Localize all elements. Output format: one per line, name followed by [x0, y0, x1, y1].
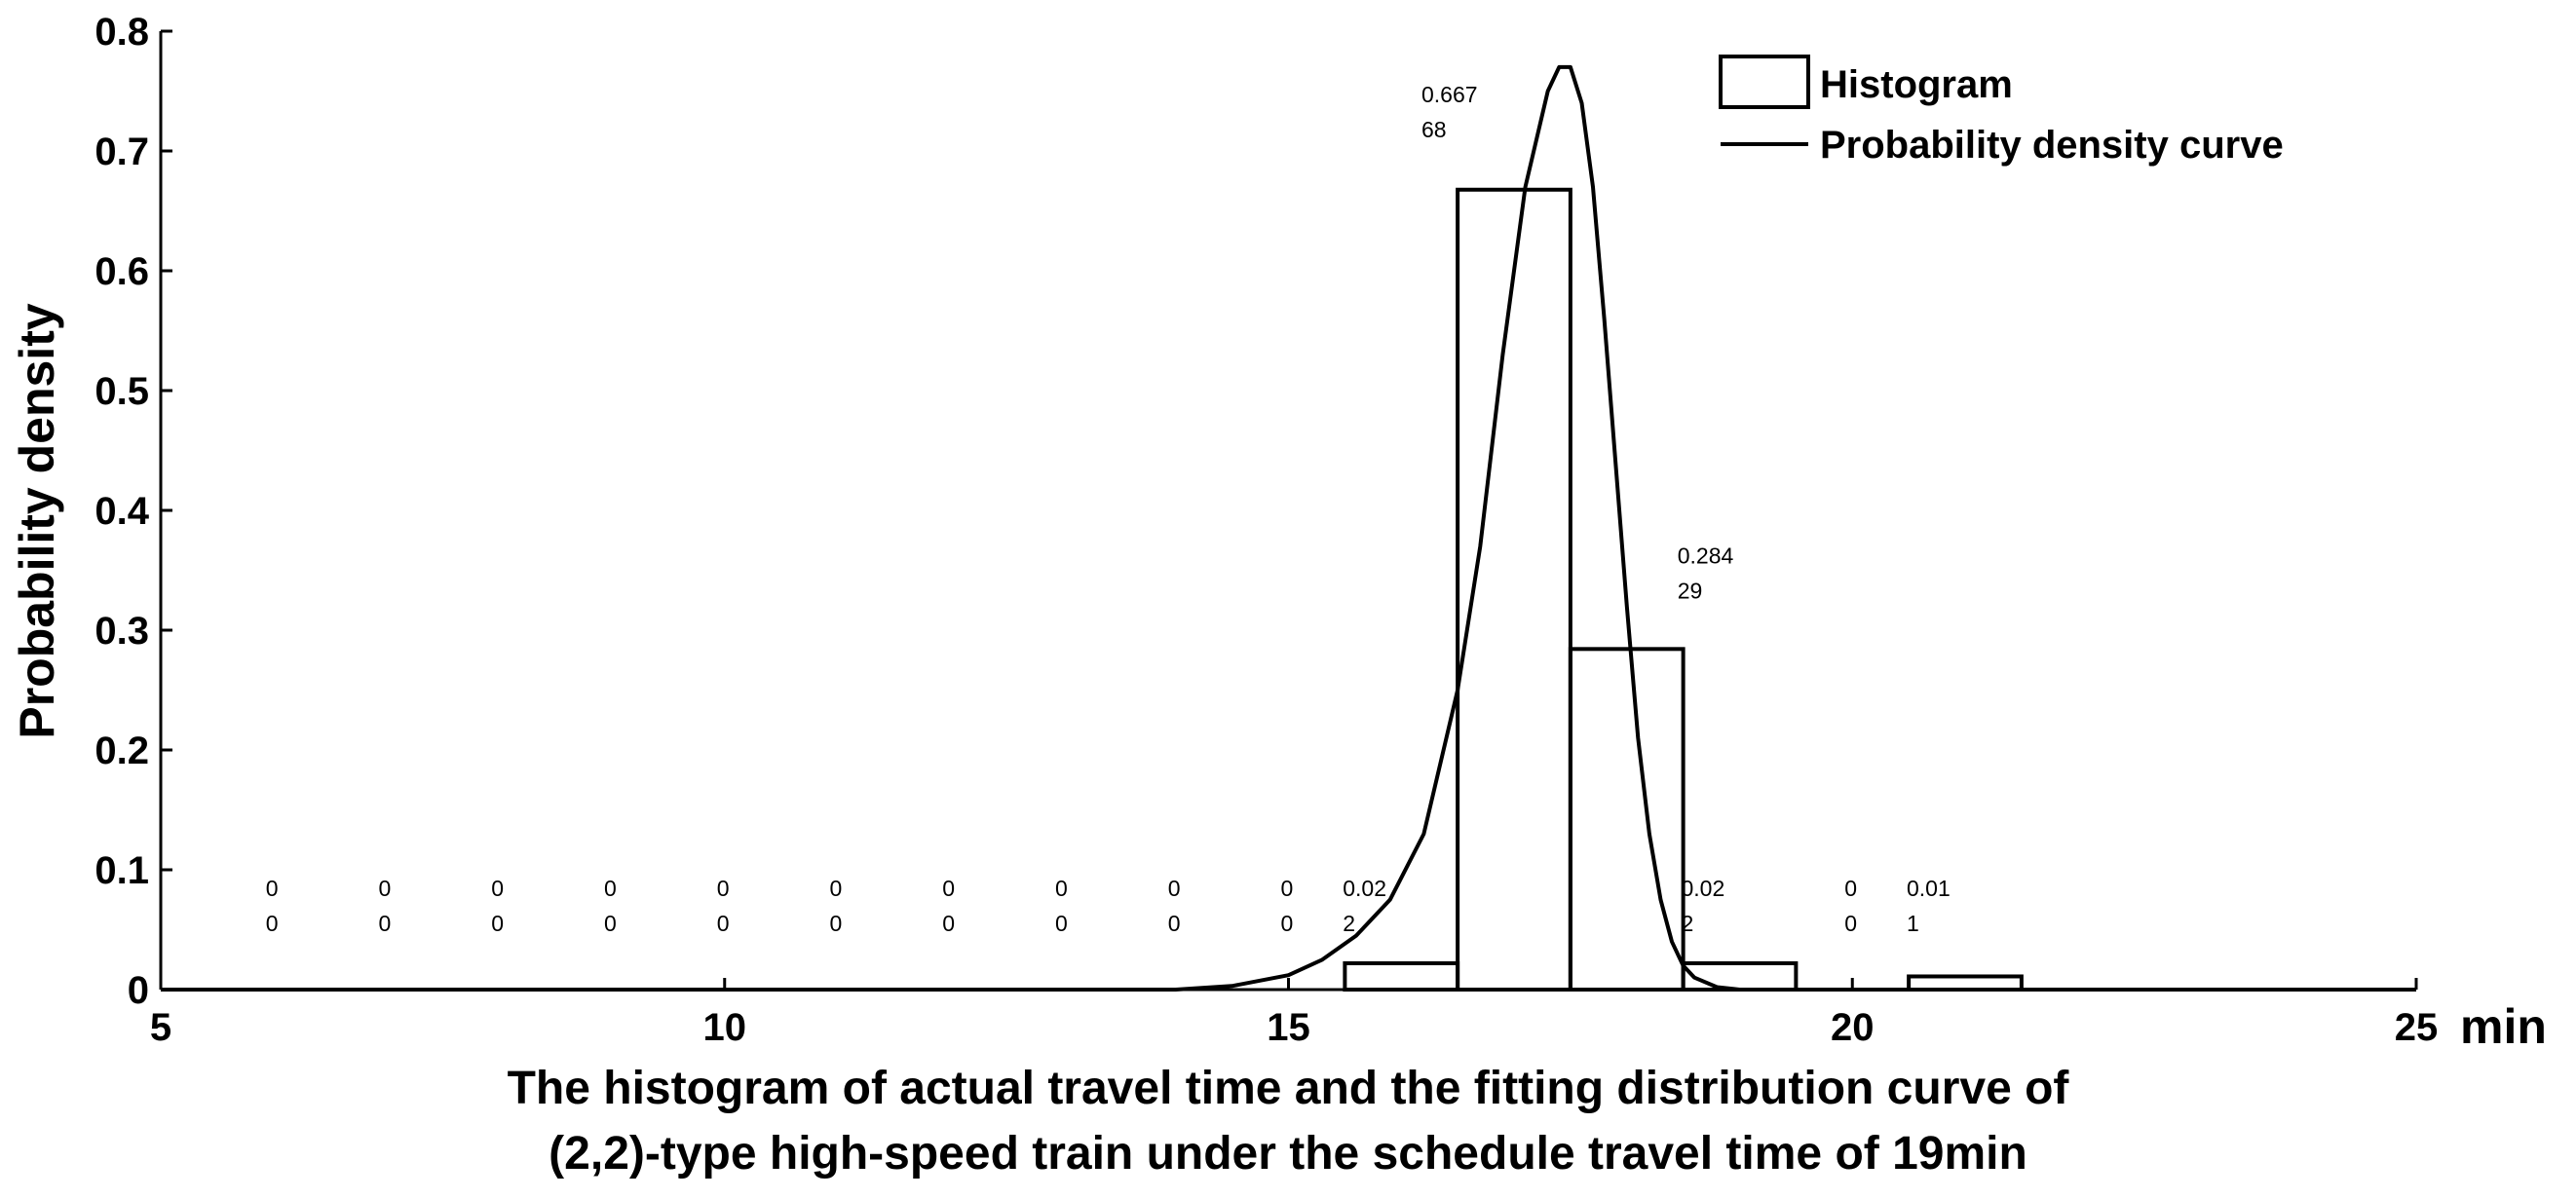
bar-value-label: 0.01 [1907, 876, 1951, 901]
chart-caption-line-1: The histogram of actual travel time and … [508, 1063, 2070, 1114]
bar-value-label: 0 [379, 876, 392, 901]
bar-value-label: 29 [1678, 578, 1703, 603]
bar-value-label: 0 [604, 911, 617, 936]
legend-histogram-swatch [1719, 55, 1810, 109]
bar-value-labels: 0 0 0 0 0 0 0 0 0 0 0 0 0 0 0 0 0 0 0 0 0.02 2 0.667 68 0.284 29 0… [266, 82, 1951, 936]
legend-curve-label: Probability density curve [1820, 124, 2284, 167]
bar-value-label: 0 [830, 876, 843, 901]
bar-value-label: 0 [266, 876, 279, 901]
bar-value-label: 0 [1055, 911, 1068, 936]
y-tick-label: 0.8 [95, 11, 149, 54]
y-axis-label: Probability density [10, 303, 64, 739]
y-tick-label: 0.4 [95, 490, 149, 533]
bar-value-label: 0.02 [1682, 876, 1725, 901]
bar-value-label: 0.02 [1343, 876, 1386, 901]
bar-value-label: 0.667 [1421, 82, 1478, 107]
bar-value-label: 0 [1055, 876, 1068, 901]
y-tick-label: 0.6 [95, 250, 149, 293]
bar-value-label: 2 [1343, 911, 1355, 936]
legend: Histogram Probability density curve [1719, 55, 2284, 167]
bar-value-label: 0 [1844, 876, 1857, 901]
bar-value-label: 0 [1281, 876, 1294, 901]
bar-value-label: 0 [1168, 911, 1181, 936]
x-axis-unit-label: min [2460, 999, 2547, 1054]
x-tick-label: 15 [1267, 1006, 1310, 1049]
y-tick-label: 0 [128, 969, 149, 1012]
bar-value-label: 0 [491, 911, 504, 936]
bar-value-label: 0 [942, 911, 955, 936]
y-tick-label: 0.5 [95, 370, 149, 413]
chart-caption-line-2: (2,2)-type high-speed train under the sc… [549, 1128, 2027, 1180]
bar-value-label: 0 [717, 876, 730, 901]
bar-value-label: 68 [1421, 117, 1447, 142]
bar-value-label: 0 [830, 911, 843, 936]
bar-value-label: 0 [266, 911, 279, 936]
bar-value-label: 0 [717, 911, 730, 936]
legend-histogram-label: Histogram [1820, 63, 2013, 106]
bar-value-label: 2 [1682, 911, 1694, 936]
bar-value-label: 0 [942, 876, 955, 901]
y-tick-label: 0.3 [95, 610, 149, 653]
y-tick-label: 0.1 [95, 849, 149, 892]
bar-value-label: 0 [1281, 911, 1294, 936]
bar-value-label: 0 [379, 911, 392, 936]
y-tick-label: 0.7 [95, 131, 149, 173]
x-tick-label: 10 [703, 1006, 747, 1049]
bar-value-label: 0 [1168, 876, 1181, 901]
bar-value-label: 0 [604, 876, 617, 901]
bar-value-label: 0 [1844, 911, 1857, 936]
bar-value-label: 1 [1907, 911, 1919, 936]
y-tick-label: 0.2 [95, 730, 149, 772]
bar-value-label: 0 [491, 876, 504, 901]
x-tick-label: 20 [1831, 1006, 1875, 1049]
bar-value-label: 0.284 [1678, 543, 1734, 568]
x-tick-label: 25 [2395, 1006, 2439, 1049]
x-tick-label: 5 [150, 1006, 171, 1049]
